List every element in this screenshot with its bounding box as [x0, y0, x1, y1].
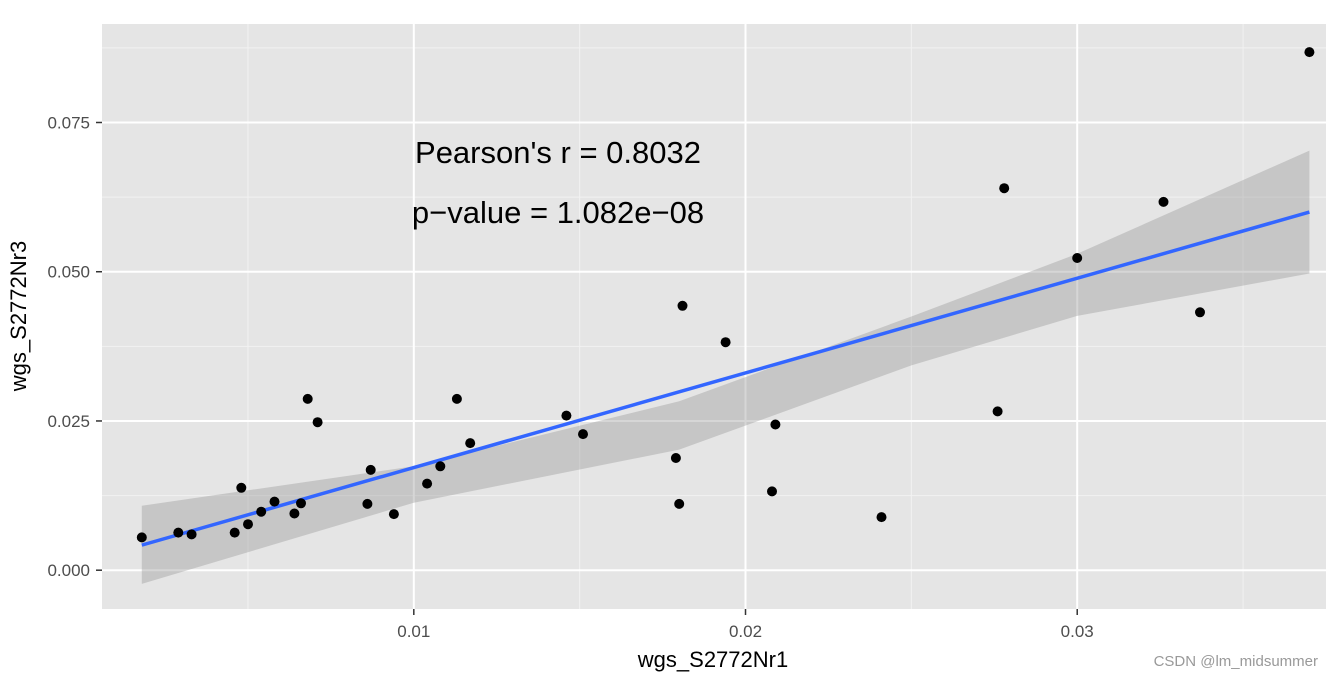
y-tick-label: 0.075 [47, 113, 90, 132]
annotation-pearson-r: Pearson's r = 0.8032 [415, 135, 701, 170]
x-tick-label: 0.03 [1061, 622, 1094, 641]
data-point [236, 482, 247, 493]
data-point [186, 529, 197, 540]
y-tick-label: 0.025 [47, 412, 90, 431]
data-point [770, 419, 781, 430]
data-point [876, 512, 887, 523]
data-point [173, 527, 184, 538]
data-point [767, 486, 777, 497]
data-point [992, 406, 1003, 417]
data-point [256, 506, 267, 517]
x-tick-label: 0.02 [729, 622, 762, 641]
confidence-band [141, 150, 1310, 584]
annotation-p-value: p−value = 1.082e−08 [412, 195, 704, 230]
data-point [365, 464, 376, 475]
regression-line [141, 210, 1310, 547]
y-axis-title: wgs_S2772Nr3 [6, 241, 31, 392]
data-point [1158, 196, 1169, 207]
x-axis: 0.01 0.02 0.03 [397, 609, 1094, 641]
data-points [136, 47, 1315, 543]
x-tick-label: 0.01 [397, 622, 430, 641]
data-point [1304, 47, 1315, 58]
data-point [578, 429, 588, 440]
major-gridlines [102, 24, 1326, 609]
x-axis-title: wgs_S2772Nr1 [637, 647, 788, 672]
data-point [435, 461, 446, 472]
data-point [1195, 307, 1205, 318]
data-point [720, 337, 731, 348]
data-point [388, 509, 399, 520]
y-tick-label: 0.050 [47, 263, 90, 282]
data-point [1072, 253, 1083, 263]
watermark: CSDN @lm_midsummer [1154, 653, 1318, 670]
y-tick-label: 0.000 [47, 561, 90, 580]
confidence-band-layer [141, 150, 1310, 584]
data-point [302, 393, 313, 404]
data-point [362, 498, 373, 509]
data-point [312, 417, 323, 428]
data-point [422, 478, 433, 489]
data-point [670, 453, 681, 463]
data-point [269, 496, 280, 507]
data-point [136, 532, 147, 543]
data-point [561, 410, 572, 421]
data-point [229, 527, 240, 538]
data-point [451, 393, 462, 404]
data-point [243, 519, 253, 530]
data-point [674, 498, 685, 509]
data-point [289, 508, 300, 519]
data-point [296, 498, 306, 509]
y-axis: 0.000 0.025 0.050 0.075 [47, 113, 102, 580]
data-point [677, 300, 688, 311]
fit-line-layer [141, 210, 1310, 547]
data-point [465, 438, 476, 449]
data-point [999, 183, 1010, 194]
